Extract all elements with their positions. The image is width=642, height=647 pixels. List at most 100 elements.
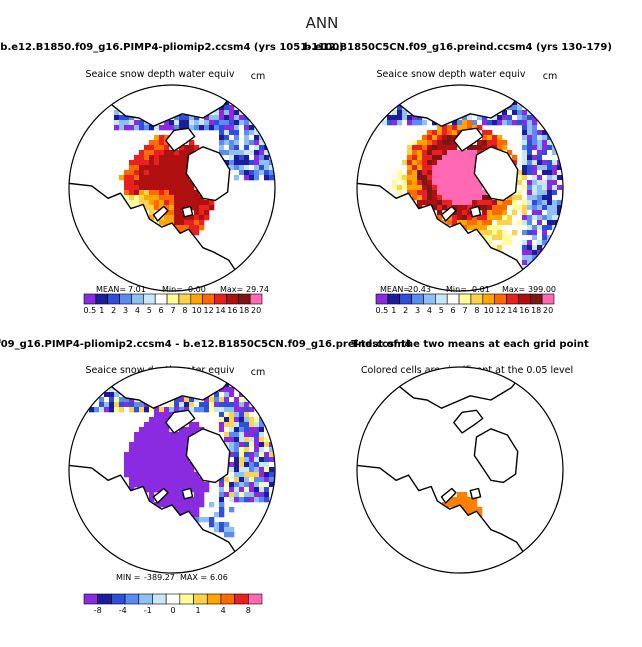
grid-cell (149, 125, 155, 131)
grid-cell (224, 532, 230, 538)
colorbar-swatch (97, 593, 112, 605)
grid-cell (532, 130, 538, 136)
grid-cell (184, 185, 190, 191)
grid-cell (532, 180, 538, 186)
grid-cell (447, 180, 453, 186)
grid-cell (229, 457, 235, 463)
grid-cell (244, 135, 250, 141)
grid-cell (174, 115, 180, 121)
grid-cell (189, 407, 195, 413)
grid-cell (144, 467, 150, 473)
grid-cell (422, 175, 428, 181)
grid-cell (184, 477, 190, 483)
grid-cell (194, 492, 200, 498)
coastline (181, 205, 194, 218)
grid-cell (542, 230, 548, 236)
grid-cell (184, 115, 190, 121)
grid-cell (432, 135, 438, 141)
grid-cell (542, 205, 548, 211)
grid-cell (134, 472, 140, 478)
grid-cell (447, 150, 453, 156)
colorbar-swatch (518, 293, 531, 305)
grid-cell (199, 210, 205, 216)
grid-cell (239, 437, 245, 443)
grid-cell (412, 195, 418, 201)
grid-cell (462, 185, 468, 191)
grid-cell (239, 125, 245, 131)
grid-cell (189, 125, 195, 131)
grid-cell (154, 205, 160, 211)
grid-cell (254, 497, 260, 503)
grid-cell (189, 427, 195, 433)
grid-cell (517, 215, 523, 221)
grid-cell (259, 492, 265, 498)
grid-cell (209, 200, 215, 206)
grid-cell (502, 235, 508, 241)
grid-cell (522, 185, 528, 191)
coastline (152, 487, 169, 504)
grid-cell (229, 432, 235, 438)
grid-cell (124, 397, 130, 403)
grid-cell (527, 215, 533, 221)
grid-cell (164, 185, 170, 191)
grid-cell (169, 170, 175, 176)
grid-cell (189, 462, 195, 468)
grid-cell (164, 462, 170, 468)
grid-cell (219, 125, 225, 131)
grid-cell (482, 140, 488, 146)
grid-cell (179, 170, 185, 176)
grid-cell (224, 120, 230, 126)
grid-cell (164, 180, 170, 186)
grid-cell (537, 195, 543, 201)
grid-cell (422, 155, 428, 161)
grid-cell (179, 145, 185, 151)
grid-cell (229, 482, 235, 488)
grid-cell (547, 205, 553, 211)
grid-cell (264, 150, 270, 156)
grid-cell (269, 165, 275, 171)
grid-cell (144, 165, 150, 171)
grid-cell (522, 210, 528, 216)
grid-cell (532, 155, 538, 161)
grid-cell (194, 422, 200, 428)
grid-cell (259, 477, 265, 483)
grid-cell (144, 472, 150, 478)
colorbar-swatch (154, 293, 168, 305)
grid-cell (447, 155, 453, 161)
grid-cell (507, 230, 513, 236)
grid-cell (169, 462, 175, 468)
grid-cell (532, 125, 538, 131)
grid-cell (397, 165, 403, 171)
grid-cell (392, 120, 398, 126)
grid-cell (442, 195, 448, 201)
grid-cell (249, 150, 255, 156)
grid-cell (219, 140, 225, 146)
grid-cell (184, 482, 190, 488)
grid-cell (189, 140, 195, 146)
grid-cell (269, 477, 275, 483)
grid-cell (224, 392, 230, 398)
grid-cell (194, 220, 200, 226)
grid-cell (149, 180, 155, 186)
grid-cell (239, 175, 245, 181)
colorbar-swatch (202, 293, 215, 305)
grid-cell (452, 160, 458, 166)
grid-cell (537, 240, 543, 246)
grid-cell (189, 220, 195, 226)
grid-cell (154, 442, 160, 448)
grid-cell (537, 200, 543, 206)
grid-cell (254, 170, 260, 176)
grid-cell (239, 457, 245, 463)
stat-min-label-top-right: Min= (446, 285, 467, 294)
grid-cell (219, 397, 225, 403)
grid-cell (119, 175, 125, 181)
grid-cell (149, 145, 155, 151)
grid-cell (184, 190, 190, 196)
grid-cell (522, 200, 528, 206)
grid-cell (159, 220, 165, 226)
grid-cell (149, 442, 155, 448)
grid-cell (417, 165, 423, 171)
grid-cell (537, 245, 543, 251)
grid-cell (184, 442, 190, 448)
grid-cell (159, 190, 165, 196)
